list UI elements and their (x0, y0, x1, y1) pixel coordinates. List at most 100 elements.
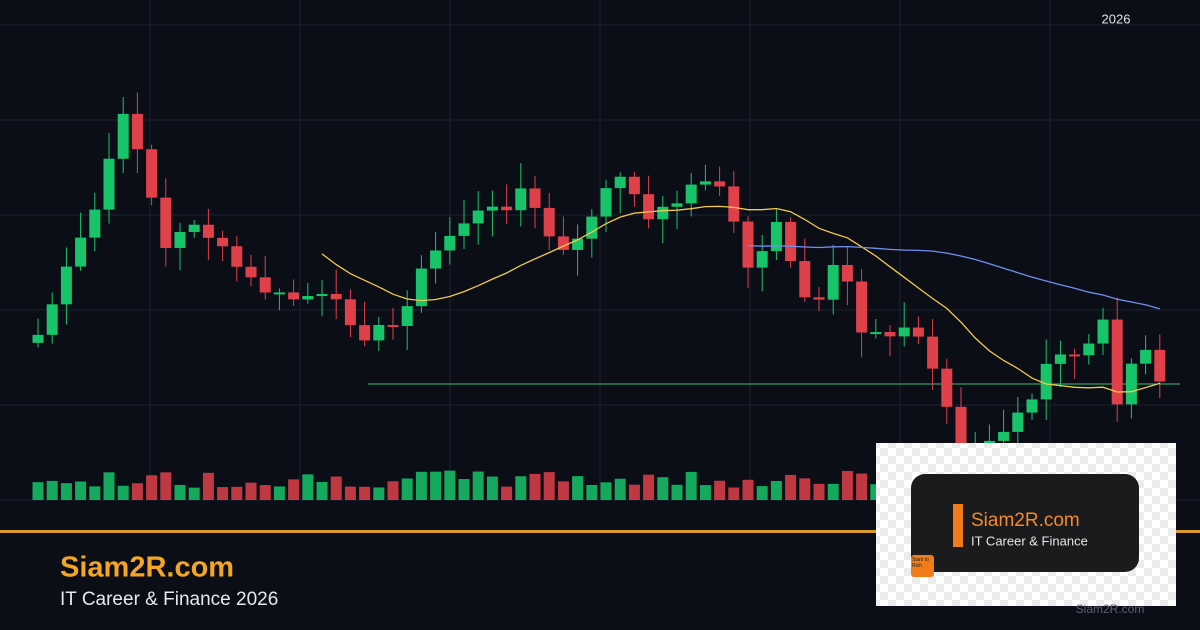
candle (231, 246, 243, 267)
candle (1140, 349, 1152, 364)
candle (728, 186, 740, 222)
candle (401, 306, 413, 326)
volume-bar (699, 485, 711, 500)
candle (188, 224, 200, 232)
candle (202, 224, 214, 238)
brand-title: Siam2R.com (60, 552, 234, 584)
volume-bar (259, 485, 271, 500)
volume-bar (841, 470, 853, 500)
volume-bar (728, 487, 740, 500)
candle (302, 296, 314, 300)
logo-badge-text: Siam to Rich (912, 557, 929, 569)
candle (799, 261, 811, 298)
candle (1083, 343, 1095, 356)
candle (1054, 354, 1066, 364)
volume-bar (714, 480, 726, 500)
volume-bar (586, 484, 598, 500)
candle (174, 231, 186, 248)
volume-bar (217, 487, 229, 500)
moving-average (747, 244, 1160, 310)
volume-bar (515, 476, 527, 500)
candle (486, 206, 498, 211)
logo-panel (911, 474, 1139, 572)
candle (373, 324, 385, 341)
volume-bar (770, 480, 782, 500)
volume-bar (46, 480, 58, 500)
candle (983, 440, 995, 444)
candle (359, 325, 371, 341)
logo-card: Siam2R.com IT Career & Finance Siam to R… (876, 443, 1176, 606)
candle (955, 406, 967, 444)
year-label: 2026 (1102, 11, 1131, 26)
candle (330, 293, 342, 300)
logo-badge (911, 555, 934, 577)
candle (827, 264, 839, 300)
candle (742, 221, 754, 268)
logo-title: Siam2R.com (971, 510, 1080, 531)
candle (1154, 349, 1166, 382)
candle (75, 237, 87, 267)
candle (344, 299, 356, 326)
volume-bar (202, 472, 214, 500)
candle (543, 207, 555, 237)
volume-bar (614, 478, 626, 500)
moving-average (321, 205, 1160, 393)
volume-bar (245, 482, 257, 500)
candle (912, 327, 924, 337)
candle (529, 188, 541, 208)
candle (131, 113, 143, 150)
volume-bar (273, 486, 285, 500)
volume-bar (799, 478, 811, 500)
volume-bar (529, 473, 541, 500)
brand-subtitle: IT Career & Finance 2026 (60, 589, 278, 610)
candle (572, 238, 584, 250)
candle (146, 149, 158, 198)
volume-bar (415, 471, 427, 500)
candle (600, 188, 612, 217)
candle (557, 236, 569, 250)
volume-bar (387, 481, 399, 500)
candle (46, 304, 58, 335)
candle (1040, 363, 1052, 400)
volume-bar (557, 481, 569, 500)
volume-bar (75, 481, 87, 500)
volume-bar (486, 476, 498, 500)
candle (245, 266, 257, 278)
candle (1012, 412, 1024, 432)
candle (472, 210, 484, 224)
candle (770, 221, 782, 252)
candle (160, 197, 172, 248)
candle (614, 176, 626, 189)
candle (217, 237, 229, 247)
candle (813, 297, 825, 300)
volume-bar (359, 486, 371, 500)
volume-bar (685, 471, 697, 500)
candle (884, 332, 896, 337)
candle (60, 266, 72, 305)
candle (444, 235, 456, 251)
divider (0, 530, 1200, 533)
volume-bar (501, 486, 513, 500)
volume-bar (657, 477, 669, 500)
volume-bar (472, 471, 484, 500)
volume-bar (316, 481, 328, 500)
candle (756, 251, 768, 268)
volume-bar (827, 483, 839, 500)
candle (273, 292, 285, 295)
volume-bar (60, 483, 72, 500)
candle (685, 184, 697, 204)
volume-bar (131, 483, 143, 500)
volume-bar (742, 479, 754, 500)
candle (1111, 319, 1123, 405)
candle (714, 181, 726, 187)
candle (671, 203, 683, 207)
volume-bar (188, 487, 200, 500)
candle (898, 327, 910, 337)
candle (941, 368, 953, 407)
candle (316, 293, 328, 297)
candle (998, 431, 1010, 441)
candle (387, 324, 399, 327)
candle (89, 209, 101, 238)
volume-bar (103, 472, 115, 500)
